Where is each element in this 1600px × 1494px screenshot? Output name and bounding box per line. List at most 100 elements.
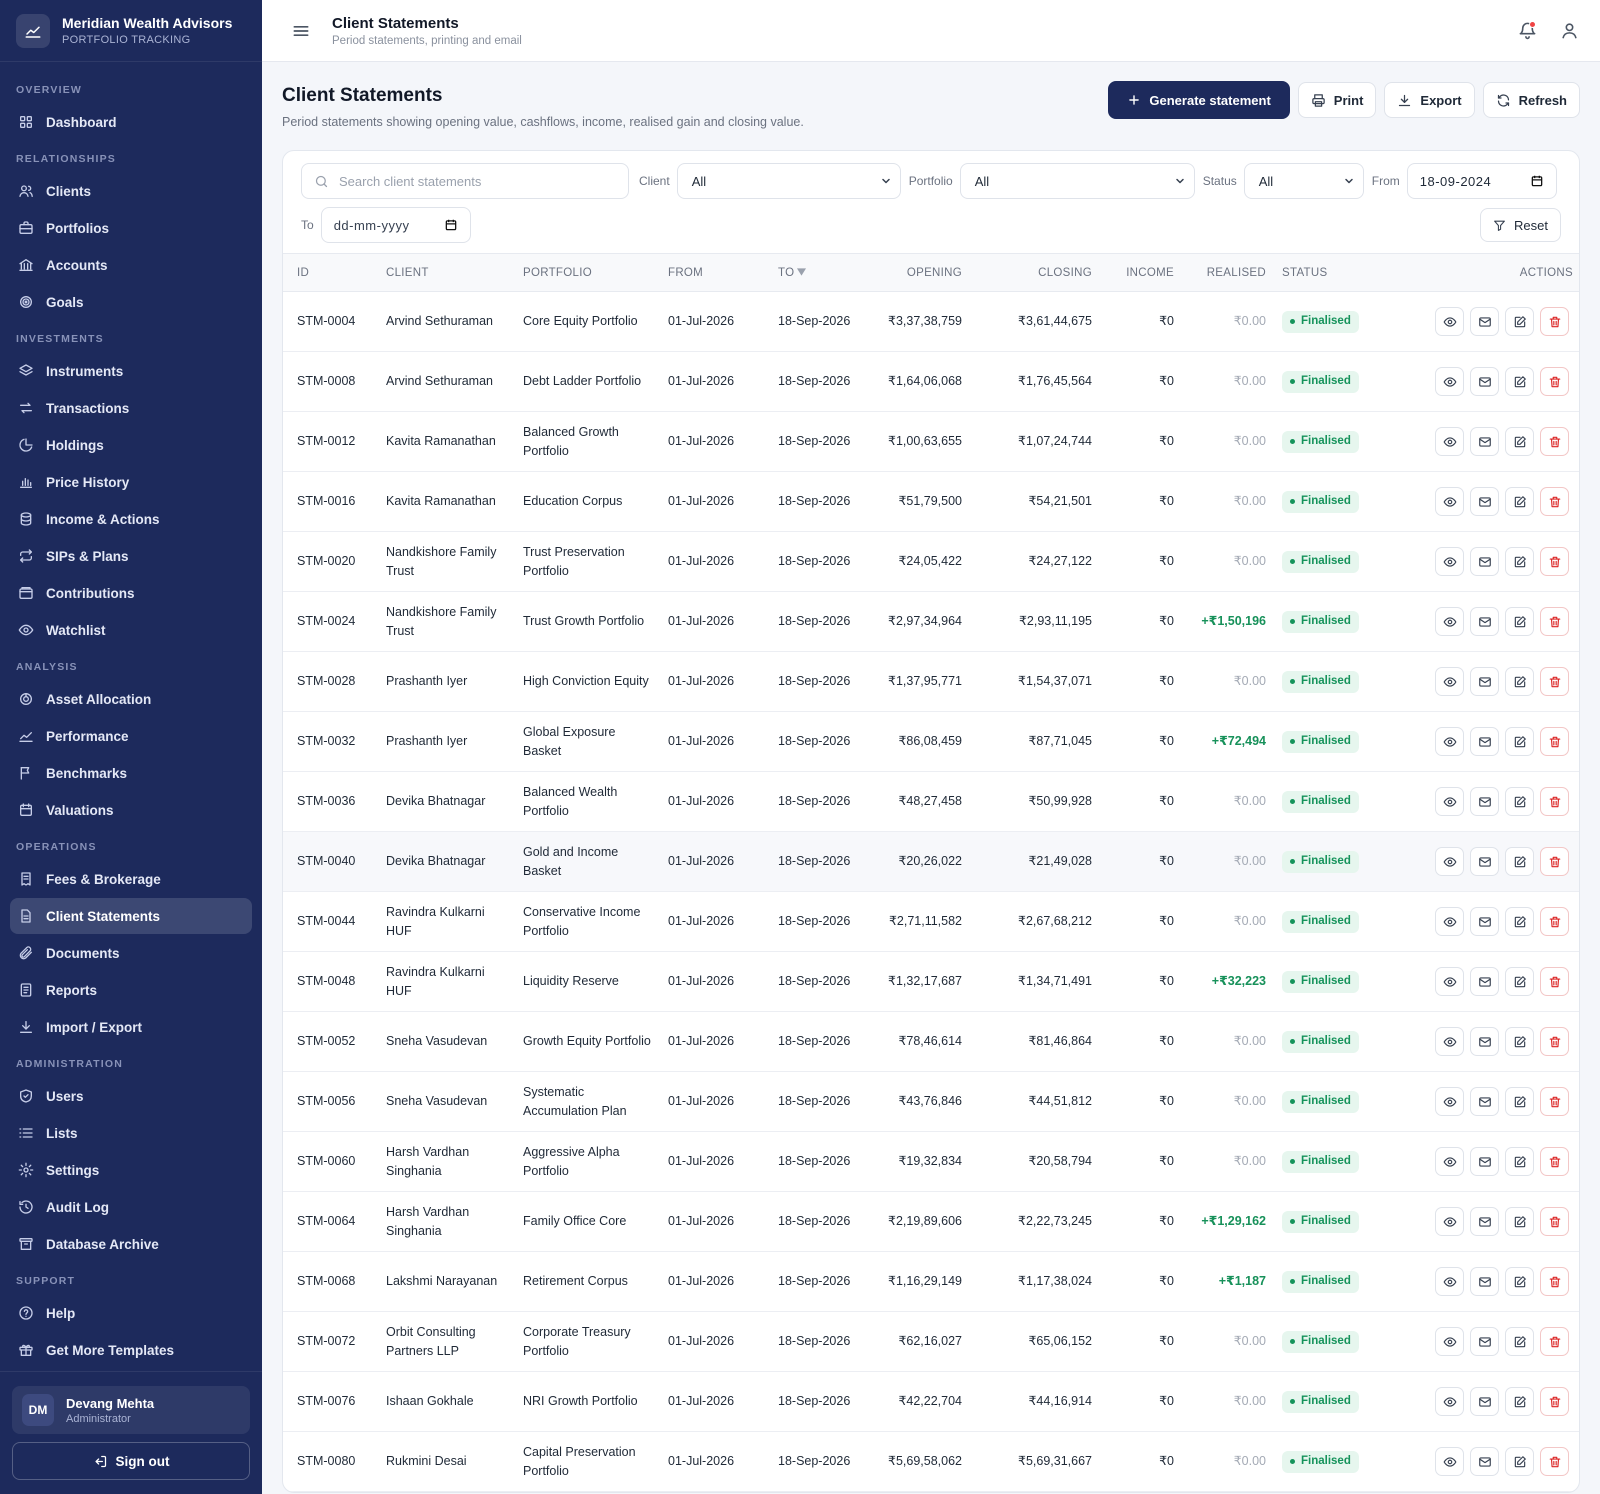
table-row[interactable]: STM-0068 Lakshmi Narayanan Retirement Corp… bbox=[283, 1251, 1579, 1312]
email-button[interactable] bbox=[1470, 967, 1499, 996]
view-button[interactable] bbox=[1435, 607, 1464, 636]
table-row[interactable]: STM-0072 Orbit Consulting Partners LLP Cor… bbox=[283, 1311, 1579, 1372]
email-button[interactable] bbox=[1470, 907, 1499, 936]
sidebar-item-audit-log[interactable]: Audit Log bbox=[10, 1189, 252, 1225]
table-row[interactable]: STM-0044 Ravindra Kulkarni HUF Conservativ… bbox=[283, 891, 1579, 952]
delete-button[interactable] bbox=[1540, 847, 1569, 876]
export-button[interactable]: Export bbox=[1384, 82, 1475, 118]
delete-button[interactable] bbox=[1540, 367, 1569, 396]
table-row[interactable]: STM-0080 Rukmini Desai Capital Preservatio… bbox=[283, 1431, 1579, 1492]
table-row[interactable]: STM-0052 Sneha Vasudevan Growth Equity Por… bbox=[283, 1011, 1579, 1072]
sidebar-item-sips-and-plans[interactable]: SIPs & Plans bbox=[10, 538, 252, 574]
status-select[interactable]: All bbox=[1243, 163, 1364, 199]
column-header-from[interactable]: FROM bbox=[660, 253, 770, 292]
view-button[interactable] bbox=[1435, 487, 1464, 516]
to-date-input[interactable]: dd-mm-yyyy bbox=[320, 207, 471, 243]
table-row[interactable]: STM-0028 Prashanth Iyer High Conviction Eq… bbox=[283, 651, 1579, 712]
email-button[interactable] bbox=[1470, 1027, 1499, 1056]
table-row[interactable]: STM-0064 Harsh Vardhan Singhania Family Of… bbox=[283, 1191, 1579, 1252]
email-button[interactable] bbox=[1470, 787, 1499, 816]
column-header-closing[interactable]: CLOSING bbox=[970, 253, 1100, 292]
sidebar-item-client-statements[interactable]: Client Statements bbox=[10, 898, 252, 934]
edit-button[interactable] bbox=[1505, 1147, 1534, 1176]
delete-button[interactable] bbox=[1540, 487, 1569, 516]
generate-statement-button[interactable]: Generate statement bbox=[1108, 81, 1290, 119]
client-select[interactable]: All bbox=[676, 163, 901, 199]
from-date-input[interactable]: 18-09-2024 bbox=[1406, 163, 1557, 199]
table-row[interactable]: STM-0016 Kavita Ramanathan Education Corpu… bbox=[283, 471, 1579, 532]
sidebar-item-asset-allocation[interactable]: Asset Allocation bbox=[10, 681, 252, 717]
view-button[interactable] bbox=[1435, 847, 1464, 876]
sidebar-item-holdings[interactable]: Holdings bbox=[10, 427, 252, 463]
column-header-status[interactable]: STATUS bbox=[1274, 253, 1378, 292]
table-row[interactable]: STM-0056 Sneha Vasudevan Systematic Accumu… bbox=[283, 1071, 1579, 1132]
sidebar-item-portfolios[interactable]: Portfolios bbox=[10, 210, 252, 246]
sidebar-item-reports[interactable]: Reports bbox=[10, 972, 252, 1008]
sidebar-item-import-export[interactable]: Import / Export bbox=[10, 1009, 252, 1045]
search-input[interactable]: Search client statements bbox=[301, 163, 629, 199]
view-button[interactable] bbox=[1435, 307, 1464, 336]
table-row[interactable]: STM-0076 Ishaan Gokhale NRI Growth Portfol… bbox=[283, 1371, 1579, 1432]
view-button[interactable] bbox=[1435, 367, 1464, 396]
sidebar-item-get-more-templates[interactable]: Get More Templates bbox=[10, 1332, 252, 1368]
print-button[interactable]: Print bbox=[1297, 82, 1377, 118]
email-button[interactable] bbox=[1470, 847, 1499, 876]
view-button[interactable] bbox=[1435, 907, 1464, 936]
edit-button[interactable] bbox=[1505, 1207, 1534, 1236]
brand[interactable]: Meridian Wealth Advisors PORTFOLIO TRACK… bbox=[0, 0, 262, 62]
edit-button[interactable] bbox=[1505, 667, 1534, 696]
delete-button[interactable] bbox=[1540, 607, 1569, 636]
sidebar-item-users[interactable]: Users bbox=[10, 1078, 252, 1114]
edit-button[interactable] bbox=[1505, 367, 1534, 396]
column-header-portfolio[interactable]: PORTFOLIO bbox=[515, 253, 660, 292]
sidebar-item-price-history[interactable]: Price History bbox=[10, 464, 252, 500]
column-header-client[interactable]: CLIENT bbox=[378, 253, 515, 292]
delete-button[interactable] bbox=[1540, 1027, 1569, 1056]
delete-button[interactable] bbox=[1540, 907, 1569, 936]
view-button[interactable] bbox=[1435, 787, 1464, 816]
edit-button[interactable] bbox=[1505, 487, 1534, 516]
user-card[interactable]: DM Devang Mehta Administrator bbox=[12, 1386, 250, 1434]
edit-button[interactable] bbox=[1505, 607, 1534, 636]
sidebar-item-transactions[interactable]: Transactions bbox=[10, 390, 252, 426]
sidebar-item-contributions[interactable]: Contributions bbox=[10, 575, 252, 611]
delete-button[interactable] bbox=[1540, 547, 1569, 576]
delete-button[interactable] bbox=[1540, 967, 1569, 996]
column-header-income[interactable]: INCOME bbox=[1100, 253, 1182, 292]
table-row[interactable]: STM-0012 Kavita Ramanathan Balanced Growth… bbox=[283, 411, 1579, 472]
view-button[interactable] bbox=[1435, 667, 1464, 696]
edit-button[interactable] bbox=[1505, 727, 1534, 756]
table-row[interactable]: STM-0040 Devika Bhatnagar Gold and Income … bbox=[283, 831, 1579, 892]
view-button[interactable] bbox=[1435, 427, 1464, 456]
edit-button[interactable] bbox=[1505, 1387, 1534, 1416]
column-header-to[interactable]: TO bbox=[770, 253, 868, 292]
sidebar-item-settings[interactable]: Settings bbox=[10, 1152, 252, 1188]
view-button[interactable] bbox=[1435, 547, 1464, 576]
edit-button[interactable] bbox=[1505, 1027, 1534, 1056]
email-button[interactable] bbox=[1470, 1147, 1499, 1176]
email-button[interactable] bbox=[1470, 487, 1499, 516]
sidebar-item-goals[interactable]: Goals bbox=[10, 284, 252, 320]
delete-button[interactable] bbox=[1540, 787, 1569, 816]
edit-button[interactable] bbox=[1505, 847, 1534, 876]
notifications-bell-icon[interactable] bbox=[1516, 20, 1538, 42]
table-row[interactable]: STM-0024 Nandkishore Family Trust Trust Gr… bbox=[283, 591, 1579, 652]
edit-button[interactable] bbox=[1505, 1447, 1534, 1476]
view-button[interactable] bbox=[1435, 967, 1464, 996]
email-button[interactable] bbox=[1470, 367, 1499, 396]
email-button[interactable] bbox=[1470, 1207, 1499, 1236]
sidebar-item-help[interactable]: Help bbox=[10, 1295, 252, 1331]
view-button[interactable] bbox=[1435, 1027, 1464, 1056]
email-button[interactable] bbox=[1470, 307, 1499, 336]
edit-button[interactable] bbox=[1505, 427, 1534, 456]
sidebar-item-accounts[interactable]: Accounts bbox=[10, 247, 252, 283]
table-row[interactable]: STM-0032 Prashanth Iyer Global Exposure Ba… bbox=[283, 711, 1579, 772]
delete-button[interactable] bbox=[1540, 1447, 1569, 1476]
table-row[interactable]: STM-0060 Harsh Vardhan Singhania Aggressiv… bbox=[283, 1131, 1579, 1192]
sidebar-item-database-archive[interactable]: Database Archive bbox=[10, 1226, 252, 1262]
email-button[interactable] bbox=[1470, 427, 1499, 456]
table-row[interactable]: STM-0008 Arvind Sethuraman Debt Ladder Por… bbox=[283, 351, 1579, 412]
column-header-opening[interactable]: OPENING bbox=[868, 253, 970, 292]
delete-button[interactable] bbox=[1540, 1387, 1569, 1416]
sidebar-item-dashboard[interactable]: Dashboard bbox=[10, 104, 252, 140]
